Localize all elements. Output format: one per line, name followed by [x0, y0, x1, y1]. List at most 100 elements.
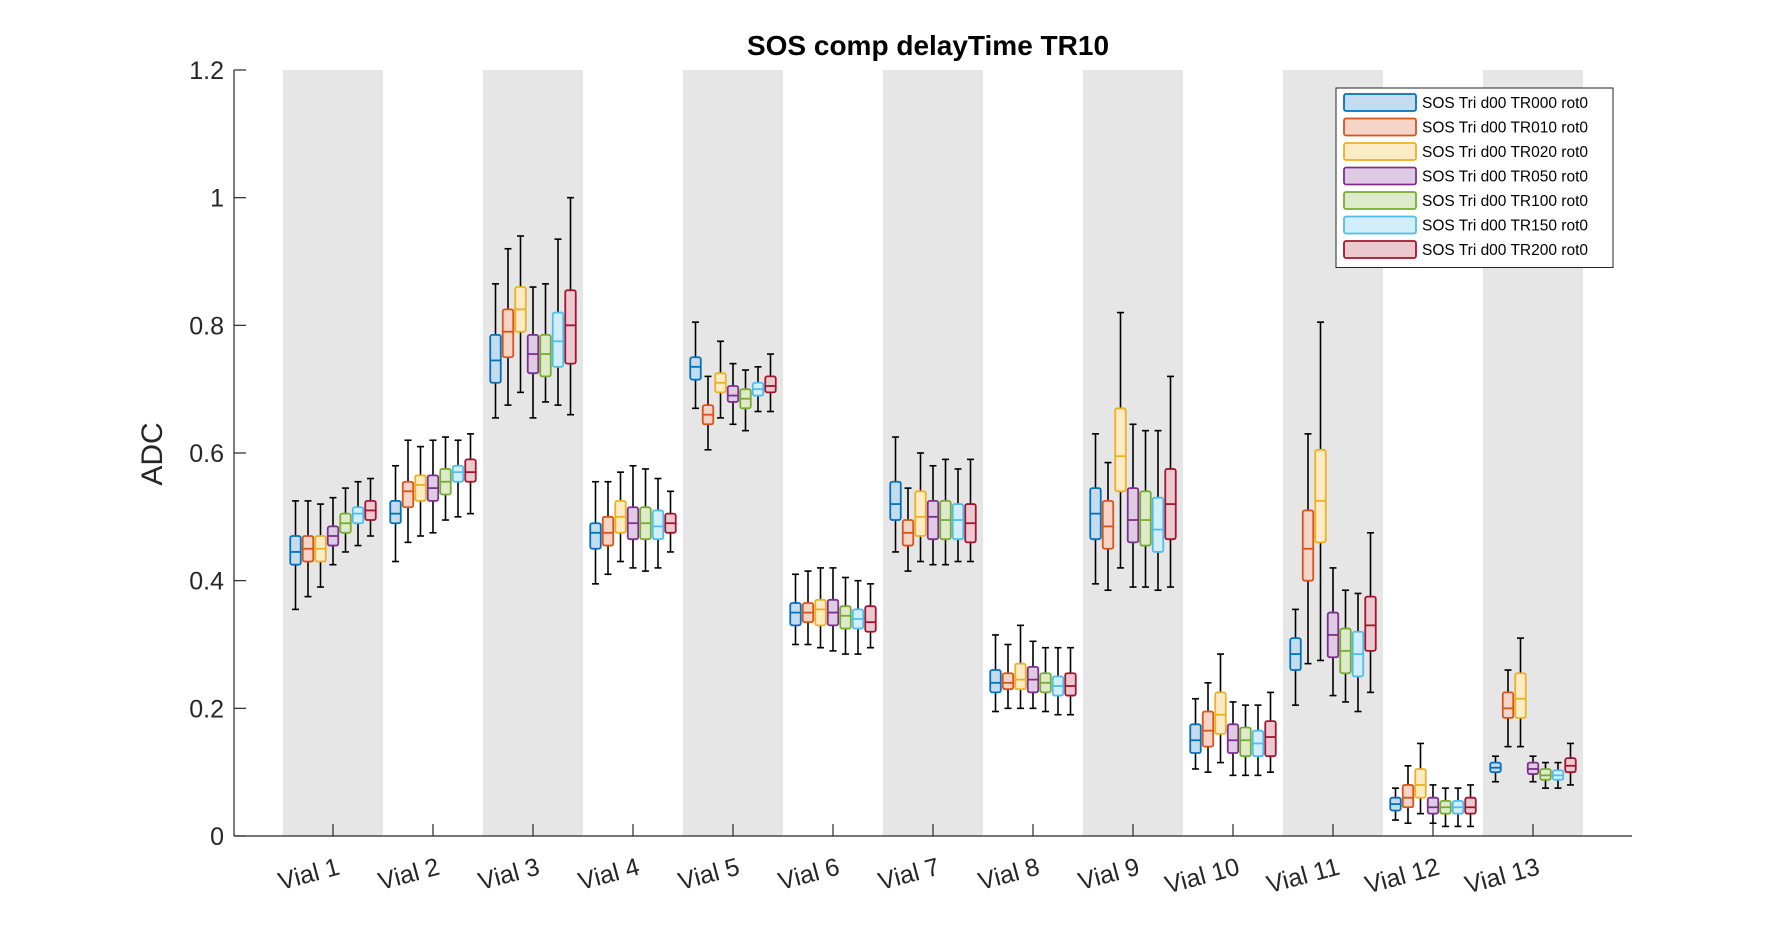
box-iqr — [464, 458, 477, 483]
box-mark — [1251, 704, 1265, 777]
box-mark — [1339, 589, 1352, 703]
box-mark — [739, 369, 752, 432]
series-6 — [351, 238, 1565, 828]
legend-item: SOS Tri d00 TR100 rot0 — [1343, 191, 1588, 210]
box-mark — [789, 573, 802, 646]
legend-label: SOS Tri d00 TR020 rot0 — [1422, 144, 1588, 161]
box-mark — [864, 583, 877, 649]
legend-item: SOS Tri d00 TR200 rot0 — [1343, 240, 1588, 259]
series-1 — [289, 283, 1502, 821]
box-mark — [1214, 653, 1227, 764]
box-mark — [1089, 433, 1102, 585]
box-mark — [726, 362, 740, 426]
box-iqr — [1014, 662, 1027, 691]
box-iqr — [689, 356, 702, 381]
box-iqr — [651, 509, 665, 541]
box-iqr — [1139, 490, 1152, 547]
box-iqr — [551, 311, 565, 368]
shade-band-1 — [283, 70, 383, 836]
box-mark — [664, 490, 677, 553]
box-mark — [1239, 704, 1252, 777]
box-mark — [1426, 784, 1440, 825]
box-series — [289, 196, 1577, 828]
box-iqr — [926, 499, 940, 541]
y-tick-label: 0.6 — [189, 440, 224, 468]
box-iqr — [1464, 796, 1477, 815]
box-mark — [1451, 787, 1465, 828]
box-iqr — [351, 506, 365, 525]
box-iqr — [539, 334, 552, 378]
box-iqr — [1101, 499, 1115, 550]
legend-label: SOS Tri d00 TR150 rot0 — [1422, 218, 1588, 235]
box-mark — [714, 340, 727, 419]
box-iqr — [914, 490, 927, 537]
box-mark — [1489, 755, 1502, 783]
box-mark — [1114, 311, 1127, 569]
legend-label: SOS Tri d00 TR010 rot0 — [1422, 120, 1588, 137]
box-mark — [951, 468, 965, 563]
box-mark — [401, 439, 415, 544]
box-iqr — [1314, 448, 1327, 544]
legend-label: SOS Tri d00 TR050 rot0 — [1422, 169, 1588, 186]
axes — [233, 69, 1632, 837]
y-tick-label: 0 — [210, 823, 224, 851]
series-5 — [339, 283, 1552, 828]
box-mark — [926, 464, 940, 566]
box-iqr — [951, 503, 965, 541]
box-mark — [1001, 643, 1015, 710]
box-mark — [1126, 423, 1140, 588]
box-iqr — [814, 598, 827, 627]
box-iqr — [989, 669, 1002, 694]
box-iqr — [1201, 710, 1215, 748]
box-mark — [439, 436, 452, 521]
box-mark — [589, 480, 602, 585]
box-iqr — [1189, 723, 1202, 754]
box-mark — [839, 576, 852, 655]
x-tick-label: Vial 8 — [975, 853, 1042, 896]
box-iqr — [1426, 796, 1440, 815]
legend-label: SOS Tri d00 TR200 rot0 — [1422, 242, 1588, 259]
series-2 — [301, 247, 1515, 825]
box-mark — [351, 480, 365, 547]
y-tick-label: 0.2 — [189, 695, 224, 723]
box-mark — [889, 436, 902, 553]
legend-swatch — [1343, 166, 1417, 186]
box-iqr — [1264, 720, 1277, 758]
box-mark — [289, 500, 302, 611]
box-mark — [514, 235, 527, 394]
box-mark — [1401, 764, 1415, 825]
legend-swatch — [1343, 191, 1417, 210]
box-mark — [851, 579, 865, 655]
box-mark — [1439, 787, 1452, 828]
box-mark — [601, 480, 615, 576]
box-mark — [1264, 691, 1277, 773]
box-mark — [814, 567, 827, 649]
box-mark — [1014, 624, 1027, 710]
box-mark — [1526, 755, 1540, 783]
box-mark — [564, 196, 577, 416]
box-mark — [701, 375, 715, 451]
box-mark — [501, 247, 515, 406]
box-mark — [1026, 640, 1040, 710]
box-iqr — [289, 535, 302, 566]
box-mark — [1551, 761, 1565, 789]
box-mark — [801, 570, 815, 646]
box-mark — [651, 477, 665, 569]
box-mark — [1226, 701, 1240, 777]
box-mark — [464, 433, 477, 515]
box-mark — [1539, 761, 1552, 789]
box-mark — [414, 445, 427, 537]
box-iqr — [1114, 407, 1127, 493]
box-mark — [1364, 531, 1377, 694]
x-tick-label: Vial 12 — [1362, 853, 1443, 900]
box-iqr — [401, 480, 415, 509]
legend-label: SOS Tri d00 TR100 rot0 — [1422, 193, 1588, 210]
x-tick-label: Vial 9 — [1075, 853, 1142, 896]
y-tick-label: 0.4 — [189, 568, 224, 596]
box-mark — [1039, 646, 1052, 713]
box-iqr — [1151, 496, 1165, 553]
box-mark — [426, 439, 440, 534]
box-mark — [526, 286, 540, 419]
x-tick-label: Vial 1 — [275, 853, 342, 896]
